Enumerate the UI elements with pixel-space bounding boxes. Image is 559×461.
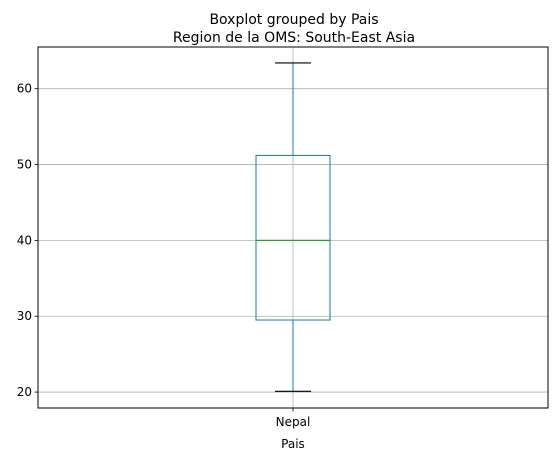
y-tick-label: 50 (17, 158, 32, 172)
box-nepal (255, 62, 331, 392)
x-axis-ticks: Nepal (276, 408, 311, 429)
iqr-box (255, 154, 331, 321)
y-tick-label: 40 (17, 233, 32, 247)
x-tick-label: Nepal (276, 415, 311, 429)
chart-title: Region de la OMS: South-East Asia (173, 30, 415, 46)
y-axis-ticks: 20 30 40 50 60 (17, 82, 38, 399)
box-series (255, 62, 331, 392)
y-tick-label: 30 (17, 309, 32, 323)
y-tick-label: 60 (17, 82, 32, 96)
chart-suptitle: Boxplot grouped by Pais (209, 12, 378, 28)
x-axis-label: Pais (281, 437, 305, 451)
y-tick-label: 20 (17, 385, 32, 399)
